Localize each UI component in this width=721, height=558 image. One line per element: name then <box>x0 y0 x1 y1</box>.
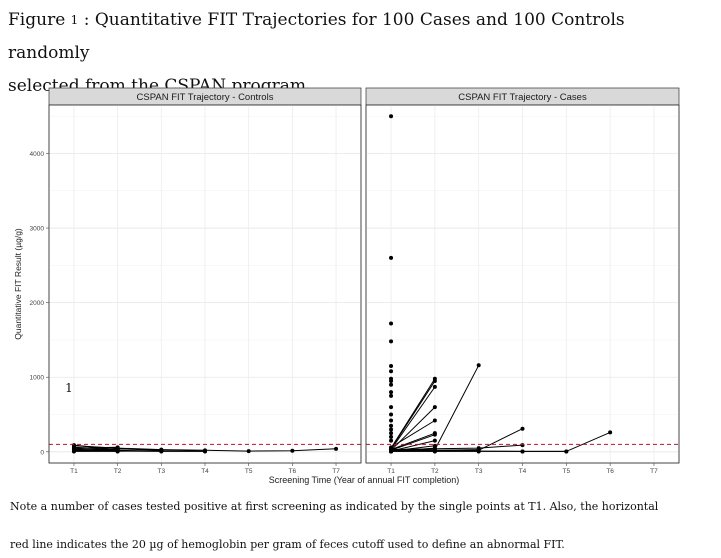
figure-title-line1: : Quantitative FIT Trajectories for 100 … <box>8 10 625 63</box>
facet-title: CSPAN FIT Trajectory - Controls <box>137 92 274 103</box>
fit-trajectory-chart: Quantitative FIT Result (µg/g) 0 1000 2000 3… <box>13 87 680 485</box>
data-point <box>564 449 569 454</box>
figure-prefix: Figure <box>8 10 66 30</box>
y-tick-label: 0 <box>40 449 44 456</box>
data-point <box>71 448 76 453</box>
data-point <box>476 449 481 454</box>
data-point <box>334 446 339 451</box>
data-point <box>389 412 394 417</box>
x-tick-label: T3 <box>475 468 483 475</box>
data-point <box>159 448 164 453</box>
data-point <box>476 363 481 368</box>
data-point <box>389 369 394 374</box>
data-point <box>389 393 394 398</box>
trajectory-line <box>390 380 436 450</box>
x-tick-label: T1 <box>70 468 78 475</box>
y-tick-label: 1000 <box>30 375 45 382</box>
trajectory-line <box>390 378 436 449</box>
data-point <box>432 378 437 383</box>
data-point <box>389 423 394 428</box>
x-tick-label: T7 <box>332 468 340 475</box>
x-tick-label: T4 <box>519 468 527 475</box>
x-tick-label: T6 <box>606 468 614 475</box>
trajectory-line <box>390 434 436 451</box>
facet-panel-controls: CSPAN FIT Trajectory - Controls T1 T2 T3 T4 T… <box>48 87 362 475</box>
note-line-1: Note a number of cases tested positive a… <box>10 500 659 513</box>
x-tick-label: T2 <box>114 468 122 475</box>
data-point <box>290 448 295 453</box>
x-tick-label: T1 <box>387 468 395 475</box>
data-point <box>432 418 437 423</box>
data-point <box>115 448 120 453</box>
facet-panel-cases: CSPAN FIT Trajectory - Cases T1 T2 T3 T4 T5 T6… <box>365 87 680 475</box>
trajectory-line <box>73 444 118 451</box>
data-point <box>432 405 437 410</box>
y-tick-label: 2000 <box>30 300 45 307</box>
y-tick-label: 3000 <box>30 226 45 233</box>
x-tick-label: T7 <box>650 468 658 475</box>
x-tick-label: T3 <box>158 468 166 475</box>
data-point <box>432 449 437 454</box>
x-tick-label: T4 <box>201 468 209 475</box>
trajectory-line <box>390 420 436 448</box>
facet-title: CSPAN FIT Trajectory - Cases <box>458 92 587 103</box>
data-point <box>476 446 481 451</box>
data-point <box>389 321 394 326</box>
data-point <box>389 364 394 369</box>
data-point <box>520 443 525 448</box>
data-point <box>389 418 394 423</box>
data-point <box>389 449 394 454</box>
data-point <box>389 339 394 344</box>
data-point <box>389 431 394 436</box>
data-point <box>608 430 613 435</box>
data-point <box>389 114 394 119</box>
trajectory-line <box>390 444 523 451</box>
data-point <box>389 434 394 439</box>
data-point <box>432 384 437 389</box>
data-point <box>246 449 251 454</box>
data-point <box>389 405 394 410</box>
data-point <box>389 378 394 383</box>
note-line-2: red line indicates the 20 µg of hemoglob… <box>10 538 565 551</box>
x-tick-label: T6 <box>289 468 297 475</box>
data-point <box>389 382 394 387</box>
trajectory-line <box>390 386 436 450</box>
data-point <box>520 426 525 431</box>
data-point <box>389 255 394 260</box>
data-point <box>389 438 394 443</box>
x-axis-label: Screening Time (Year of annual FIT compl… <box>269 475 460 485</box>
y-tick-label: 4000 <box>30 151 45 158</box>
data-point <box>389 427 394 432</box>
x-tick-label: T5 <box>245 468 253 475</box>
x-tick-label: T5 <box>563 468 571 475</box>
data-point <box>432 438 437 443</box>
data-point <box>432 432 437 437</box>
x-tick-label: T2 <box>431 468 439 475</box>
data-point <box>389 390 394 395</box>
data-point <box>203 449 207 454</box>
data-point <box>71 443 76 448</box>
trajectory-line <box>73 450 206 452</box>
data-point <box>520 449 525 454</box>
y-axis-label: Quantitative FIT Result (µg/g) <box>13 228 23 340</box>
figure-number: 1 <box>70 13 79 27</box>
trajectory-line <box>390 432 436 451</box>
panel-annotation: 1 <box>65 381 73 395</box>
